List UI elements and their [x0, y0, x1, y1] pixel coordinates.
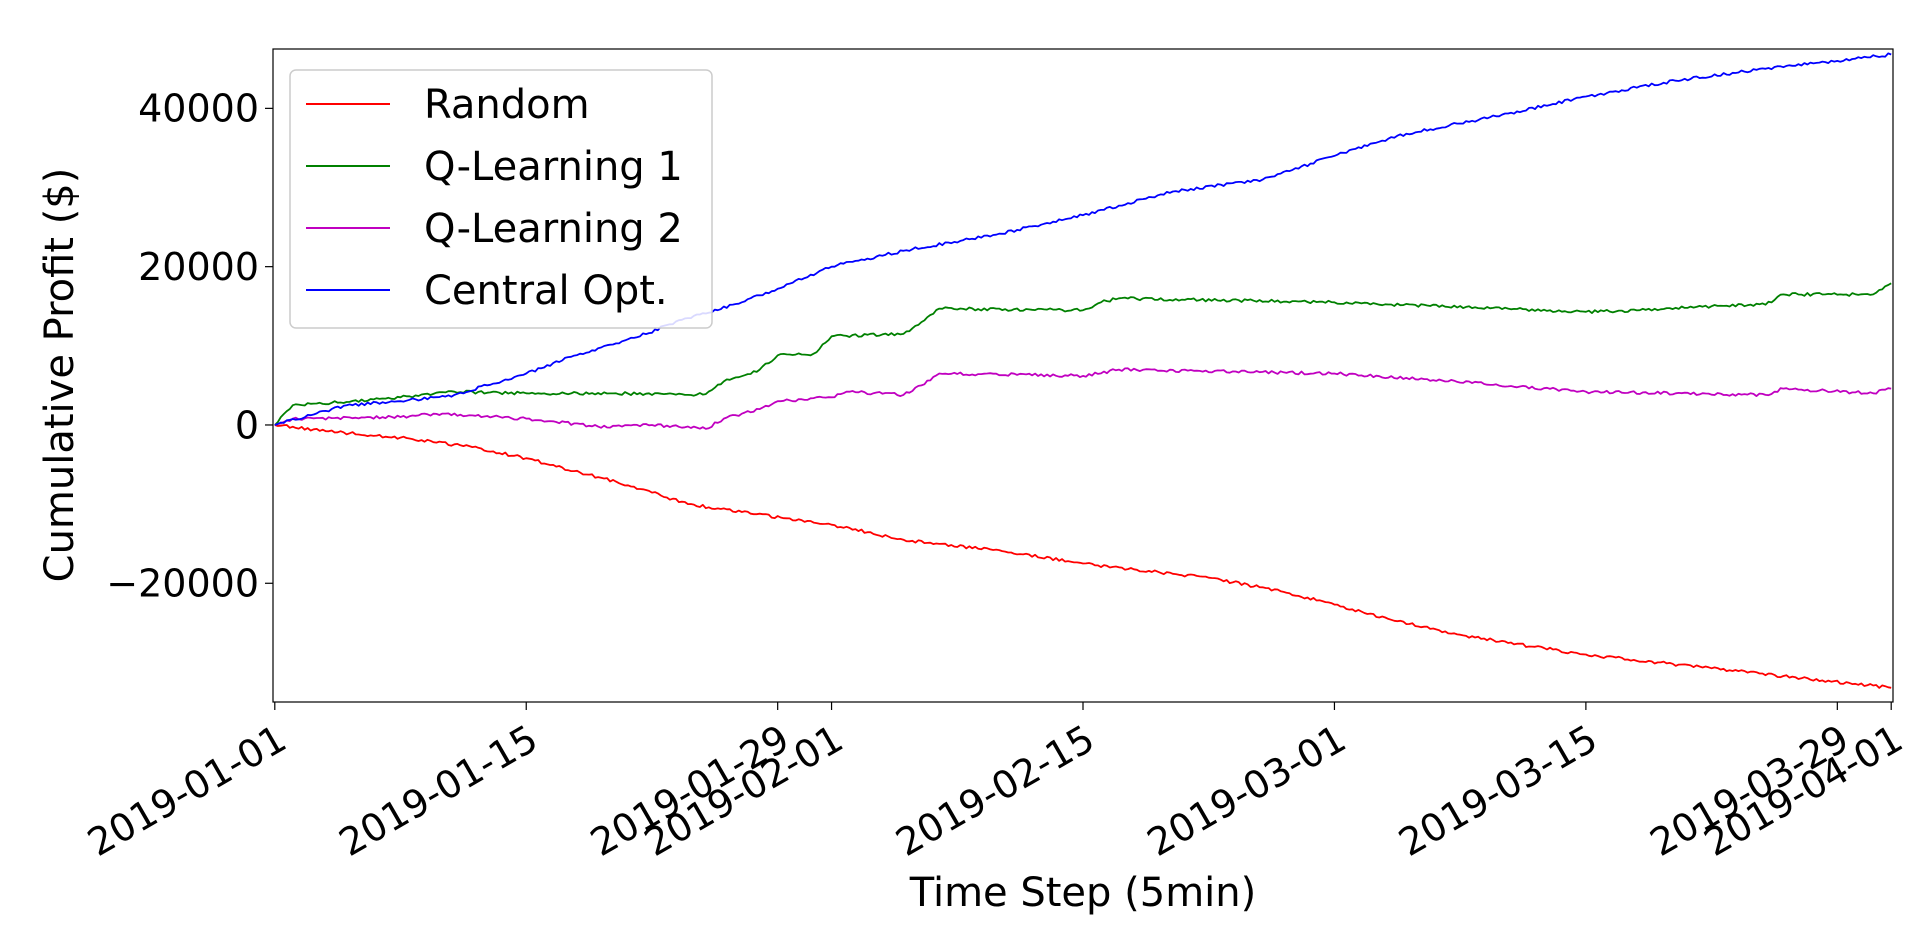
x-tick-label: 2019-01-01	[80, 716, 293, 865]
y-axis-label: Cumulative Profit ($)	[37, 168, 83, 583]
x-tick-label: 2019-03-15	[1391, 716, 1604, 865]
legend-box	[289, 69, 713, 329]
y-axis: −20000 0 20000 40000	[106, 87, 273, 606]
legend-label-random: Random	[424, 82, 590, 128]
legend: Random Q-Learning 1 Q-Learning 2 Central Op…	[289, 69, 713, 329]
series-line-random	[274, 424, 1892, 689]
x-axis-label: Time Step (5min)	[909, 870, 1256, 916]
legend-label-q-learning-2: Q-Learning 2	[424, 206, 683, 252]
series-line-q-learning-1	[274, 282, 1892, 426]
y-tick-label: 20000	[138, 245, 259, 289]
y-tick-label: 0	[235, 403, 259, 447]
x-axis: 2019-01-01 2019-01-15 2019-01-292019-02-01…	[80, 702, 1910, 865]
plot-lines	[274, 52, 1892, 689]
series-line-central-opt	[274, 52, 1892, 426]
x-tick-label: 2019-01-15	[332, 716, 545, 865]
y-tick-label: 40000	[138, 87, 259, 131]
x-tick-label: 2019-02-15	[888, 716, 1101, 865]
legend-label-q-learning-1: Q-Learning 1	[424, 144, 683, 190]
legend-label-central-opt: Central Opt.	[424, 268, 668, 314]
series-line-q-learning-2	[274, 367, 1892, 430]
x-tick-label: 2019-03-01	[1140, 716, 1353, 865]
y-tick-label: −20000	[106, 562, 259, 606]
